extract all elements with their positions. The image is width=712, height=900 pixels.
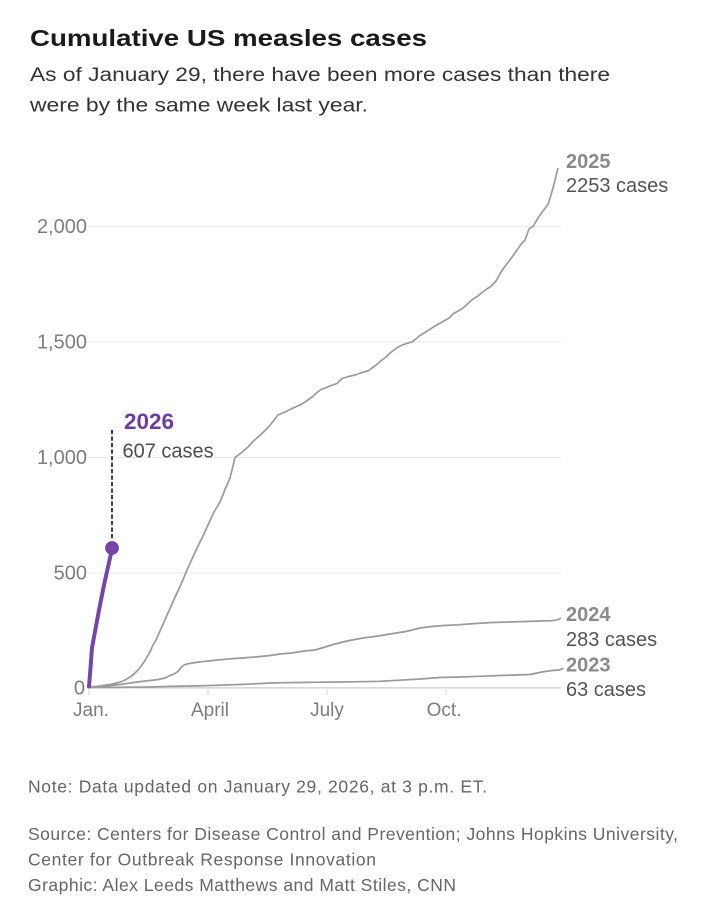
svg-text:As of January 29, there have b: As of January 29, there have been more c… — [30, 65, 610, 86]
svg-text:April: April — [191, 700, 229, 721]
svg-text:1,000: 1,000 — [37, 447, 87, 469]
svg-text:Center for Outbreak Response I: Center for Outbreak Response Innovation — [28, 850, 376, 870]
svg-text:Source: Centers for Disease Co: Source: Centers for Disease Control and … — [28, 824, 678, 844]
svg-text:Note: Data updated on January: Note: Data updated on January 29, 2026, … — [28, 777, 487, 797]
svg-text:283 cases: 283 cases — [566, 629, 657, 651]
svg-text:607 cases: 607 cases — [123, 441, 214, 463]
svg-text:2253 cases: 2253 cases — [566, 175, 668, 197]
svg-text:0: 0 — [74, 678, 85, 700]
svg-text:July: July — [310, 700, 344, 721]
svg-text:were by the same week last yea: were by the same week last year. — [29, 96, 368, 117]
svg-text:1,500: 1,500 — [37, 332, 87, 354]
svg-text:Cumulative US measles cases: Cumulative US measles cases — [30, 25, 427, 51]
svg-text:Oct.: Oct. — [427, 700, 462, 721]
svg-text:2025: 2025 — [566, 151, 611, 173]
svg-text:2024: 2024 — [566, 604, 611, 626]
svg-text:2023: 2023 — [566, 655, 611, 677]
svg-text:2,000: 2,000 — [37, 216, 87, 238]
svg-text:Jan.: Jan. — [73, 700, 109, 721]
svg-text:Graphic: Alex Leeds Matthews a: Graphic: Alex Leeds Matthews and Matt St… — [28, 875, 456, 895]
svg-text:2026: 2026 — [124, 409, 174, 434]
svg-text:500: 500 — [54, 563, 87, 585]
svg-text:63 cases: 63 cases — [566, 679, 646, 701]
